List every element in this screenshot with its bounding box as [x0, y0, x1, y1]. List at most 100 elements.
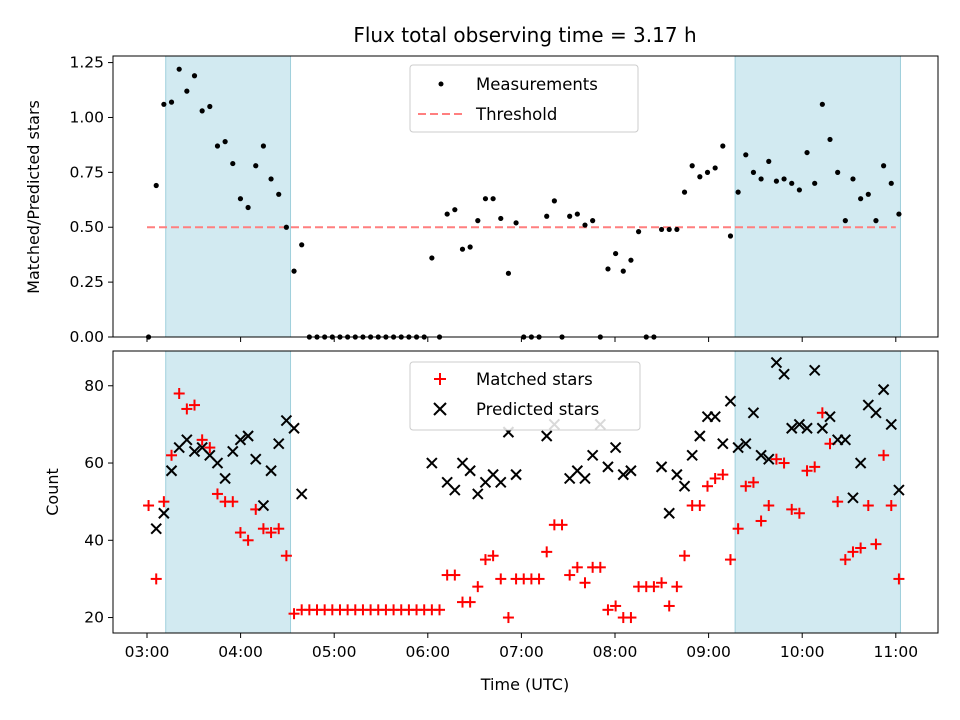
measurement-point	[567, 213, 573, 219]
measurement-point	[153, 182, 159, 189]
predicted-star-point	[158, 507, 170, 519]
y-tick-label: 80	[84, 377, 104, 395]
measurement-point	[214, 143, 221, 149]
y-tick-label: 0.75	[69, 163, 104, 181]
predicted-star-point	[801, 422, 813, 434]
matched-star-point	[862, 500, 874, 512]
matched-star-point	[724, 554, 736, 566]
predicted-star-point	[655, 461, 668, 473]
measurement-point	[674, 226, 680, 233]
measurement-point	[574, 211, 580, 217]
measurement-point	[850, 176, 856, 182]
matched-star-point	[173, 387, 185, 399]
matched-star-point	[242, 534, 254, 546]
measurement-point	[222, 139, 228, 145]
predicted-star-point	[602, 461, 614, 473]
matched-star-point	[793, 507, 805, 519]
x-tick-label: 10:00	[780, 643, 825, 661]
measurement-point	[750, 169, 757, 175]
matched-star-point	[257, 523, 269, 535]
measurement-point	[268, 176, 274, 182]
matched-star-point	[809, 461, 821, 473]
matched-star-point	[533, 573, 545, 585]
predicted-star-point	[449, 484, 461, 496]
measurement-point	[681, 189, 688, 195]
measurement-point	[758, 176, 764, 182]
matched-star-point	[847, 546, 859, 558]
matched-star-point	[211, 488, 223, 500]
predicted-star-point	[740, 438, 752, 450]
matched-star-point	[732, 523, 744, 535]
y-tick-label: 40	[84, 531, 104, 549]
x-tick-label: 03:00	[125, 643, 170, 661]
matched-star-point	[143, 500, 155, 512]
matched-star-point	[579, 577, 591, 589]
predicted-star-point	[250, 453, 262, 465]
shaded-interval-1	[165, 350, 292, 634]
shaded-interval-2	[734, 55, 901, 338]
top-legend: Measurements Threshold	[409, 64, 639, 133]
y-tick-label: 20	[84, 609, 104, 627]
matched-star-point	[801, 465, 813, 477]
measurement-point	[291, 268, 297, 274]
measurement-point	[444, 211, 450, 217]
measurement-point	[873, 218, 879, 224]
measurement-point	[245, 204, 251, 211]
matched-star-point	[204, 442, 216, 454]
measurement-point	[781, 176, 787, 182]
predicted-star-point	[786, 422, 798, 434]
measurement-point	[582, 222, 588, 228]
matched-star-point	[747, 476, 759, 488]
matched-star-point	[702, 480, 714, 492]
predicted-star-point	[763, 453, 775, 465]
measurement-point	[766, 158, 772, 164]
predicted-legend-marker	[433, 402, 447, 416]
matched-star-point	[479, 554, 491, 566]
measurement-point	[666, 226, 672, 233]
measurement-point	[551, 198, 557, 204]
matched-star-point	[189, 399, 201, 411]
x-tick-label: 09:00	[686, 643, 731, 661]
predicted-star-point	[273, 438, 285, 450]
measurement-point	[796, 187, 802, 193]
predicted-star-point	[625, 465, 637, 477]
measurement-point	[475, 218, 481, 224]
measurement-point	[697, 174, 703, 180]
measurement-point	[299, 242, 305, 248]
measurement-point	[858, 196, 864, 202]
measurement-point	[207, 103, 213, 110]
measurement-point	[505, 270, 512, 276]
y-tick-label: 0.50	[69, 218, 104, 236]
predicted-star-point	[472, 488, 484, 500]
top-panel: 0.00 0.25 0.50 0.75 1.00 1.25 Matched/Predict…	[24, 54, 939, 346]
matched-star-point	[610, 600, 622, 612]
matched-star-point	[227, 496, 239, 508]
matched-star-point	[541, 546, 553, 558]
x-axis-label: Time (UTC)	[480, 675, 569, 694]
predicted-star-point	[816, 422, 829, 434]
measurement-point	[842, 218, 848, 224]
predicted-star-point	[181, 434, 193, 446]
predicted-star-point	[847, 492, 859, 504]
matched-star-point	[273, 523, 285, 535]
measurement-point	[490, 196, 496, 202]
predicted-star-point	[295, 488, 308, 500]
matched-legend-label: Matched stars	[476, 370, 593, 389]
matched-star-point	[196, 434, 208, 446]
x-tick-label: 04:00	[218, 643, 263, 661]
measurement-point	[590, 218, 596, 224]
shaded-interval-2	[734, 350, 901, 634]
predicted-star-point	[747, 407, 760, 419]
measurement-point	[260, 143, 267, 149]
predicted-star-point	[893, 484, 905, 496]
predicted-star-point	[495, 476, 507, 489]
matched-star-point	[472, 581, 484, 593]
measurement-point	[720, 143, 726, 149]
matched-star-point	[679, 550, 691, 562]
predicted-star-point	[219, 472, 231, 485]
predicted-star-point	[265, 465, 277, 477]
measurement-point	[544, 213, 550, 219]
y-tick-label: 0.00	[69, 328, 104, 346]
measurement-point	[459, 246, 466, 252]
predicted-star-point	[770, 356, 783, 369]
